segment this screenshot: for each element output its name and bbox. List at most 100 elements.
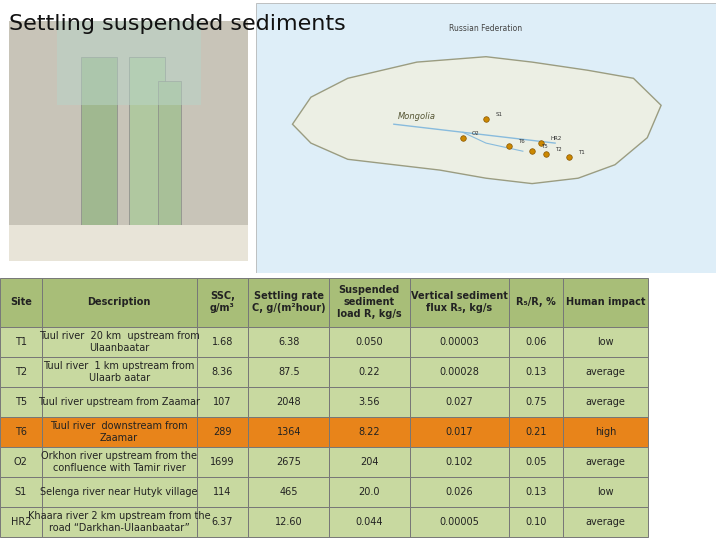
Bar [129, 57, 165, 238]
Bar [248, 477, 329, 507]
Bar [81, 57, 117, 238]
Text: 1699: 1699 [210, 457, 235, 467]
Text: S1: S1 [14, 487, 27, 497]
Bar [329, 507, 410, 537]
Bar [248, 417, 329, 447]
Bar [158, 81, 181, 238]
Bar [42, 477, 197, 507]
Text: HR2: HR2 [551, 137, 562, 141]
Text: T2: T2 [15, 367, 27, 377]
Text: 0.10: 0.10 [526, 517, 546, 528]
Text: 2048: 2048 [276, 397, 301, 407]
Text: Tuul river upstream from Zaamar: Tuul river upstream from Zaamar [38, 397, 200, 407]
Text: 12.60: 12.60 [275, 517, 302, 528]
Text: high: high [595, 427, 616, 437]
Bar [248, 507, 329, 537]
Text: 0.102: 0.102 [446, 457, 473, 467]
Bar [0, 357, 42, 387]
Text: Settling suspended sediments: Settling suspended sediments [9, 14, 346, 33]
Bar [563, 417, 648, 447]
Bar [197, 387, 248, 417]
Text: Khaara river 2 km upstream from the
road “Darkhan-Ulaanbaatar”: Khaara river 2 km upstream from the road… [28, 511, 210, 534]
Text: average: average [585, 457, 626, 467]
Bar [509, 447, 563, 477]
Text: 1364: 1364 [276, 427, 301, 437]
Text: T6: T6 [15, 427, 27, 437]
Text: 2675: 2675 [276, 457, 301, 467]
Text: 0.22: 0.22 [359, 367, 380, 377]
Text: 6.38: 6.38 [278, 336, 300, 347]
Bar [197, 417, 248, 447]
Text: 0.026: 0.026 [446, 487, 473, 497]
Text: 0.06: 0.06 [526, 336, 546, 347]
Bar [248, 357, 329, 387]
Bar [509, 477, 563, 507]
Text: T2: T2 [555, 147, 562, 152]
Bar [248, 278, 329, 327]
Text: 0.00028: 0.00028 [439, 367, 480, 377]
Bar [563, 357, 648, 387]
Text: HR2: HR2 [11, 517, 31, 528]
Text: 6.37: 6.37 [212, 517, 233, 528]
Bar [329, 387, 410, 417]
Bar [42, 357, 197, 387]
Text: T5: T5 [541, 145, 548, 150]
Text: 289: 289 [213, 427, 232, 437]
Text: Human impact: Human impact [566, 298, 645, 307]
Text: 8.22: 8.22 [359, 427, 380, 437]
Bar [329, 327, 410, 357]
Bar [9, 225, 248, 261]
Text: Settling rate
C, g/(m²hour): Settling rate C, g/(m²hour) [252, 291, 325, 313]
Bar [42, 417, 197, 447]
Bar [197, 447, 248, 477]
Text: 204: 204 [360, 457, 379, 467]
Text: SSC,
g/m³: SSC, g/m³ [210, 291, 235, 313]
Bar [563, 278, 648, 327]
Text: 107: 107 [213, 397, 232, 407]
Bar [329, 447, 410, 477]
Bar [563, 387, 648, 417]
Text: 3.56: 3.56 [359, 397, 380, 407]
Bar [42, 447, 197, 477]
Bar [410, 278, 509, 327]
Text: O2: O2 [14, 457, 28, 467]
Bar [329, 477, 410, 507]
Bar [410, 357, 509, 387]
Text: T6: T6 [518, 139, 525, 144]
Bar [563, 507, 648, 537]
Text: 0.027: 0.027 [446, 397, 473, 407]
Bar [509, 387, 563, 417]
Bar [563, 477, 648, 507]
Bar [509, 417, 563, 447]
Text: T1: T1 [15, 336, 27, 347]
Bar [410, 447, 509, 477]
Text: S1: S1 [495, 112, 503, 117]
Bar [0, 507, 42, 537]
Text: 87.5: 87.5 [278, 367, 300, 377]
Bar [0, 387, 42, 417]
Text: Russian Federation: Russian Federation [449, 24, 523, 33]
Bar [42, 387, 197, 417]
Bar [509, 507, 563, 537]
Text: 0.044: 0.044 [356, 517, 383, 528]
Text: R₅/R, %: R₅/R, % [516, 298, 556, 307]
Bar [410, 477, 509, 507]
Text: 20.0: 20.0 [359, 487, 380, 497]
Text: 0.21: 0.21 [526, 427, 546, 437]
Text: 0.75: 0.75 [525, 397, 547, 407]
Bar [42, 278, 197, 327]
Text: 0.050: 0.050 [356, 336, 383, 347]
Bar [0, 327, 42, 357]
Text: Selenga river near Hutyk village: Selenga river near Hutyk village [40, 487, 198, 497]
Text: average: average [585, 367, 626, 377]
Text: low: low [597, 336, 614, 347]
Text: 0.00003: 0.00003 [439, 336, 480, 347]
Text: 0.00005: 0.00005 [439, 517, 480, 528]
Text: T5: T5 [15, 397, 27, 407]
Text: Orkhon river upstream from the
confluence with Tamir river: Orkhon river upstream from the confluenc… [41, 451, 197, 473]
Text: low: low [597, 487, 614, 497]
Text: 0.13: 0.13 [526, 487, 546, 497]
Bar [0, 417, 42, 447]
Bar [563, 327, 648, 357]
Bar [197, 327, 248, 357]
